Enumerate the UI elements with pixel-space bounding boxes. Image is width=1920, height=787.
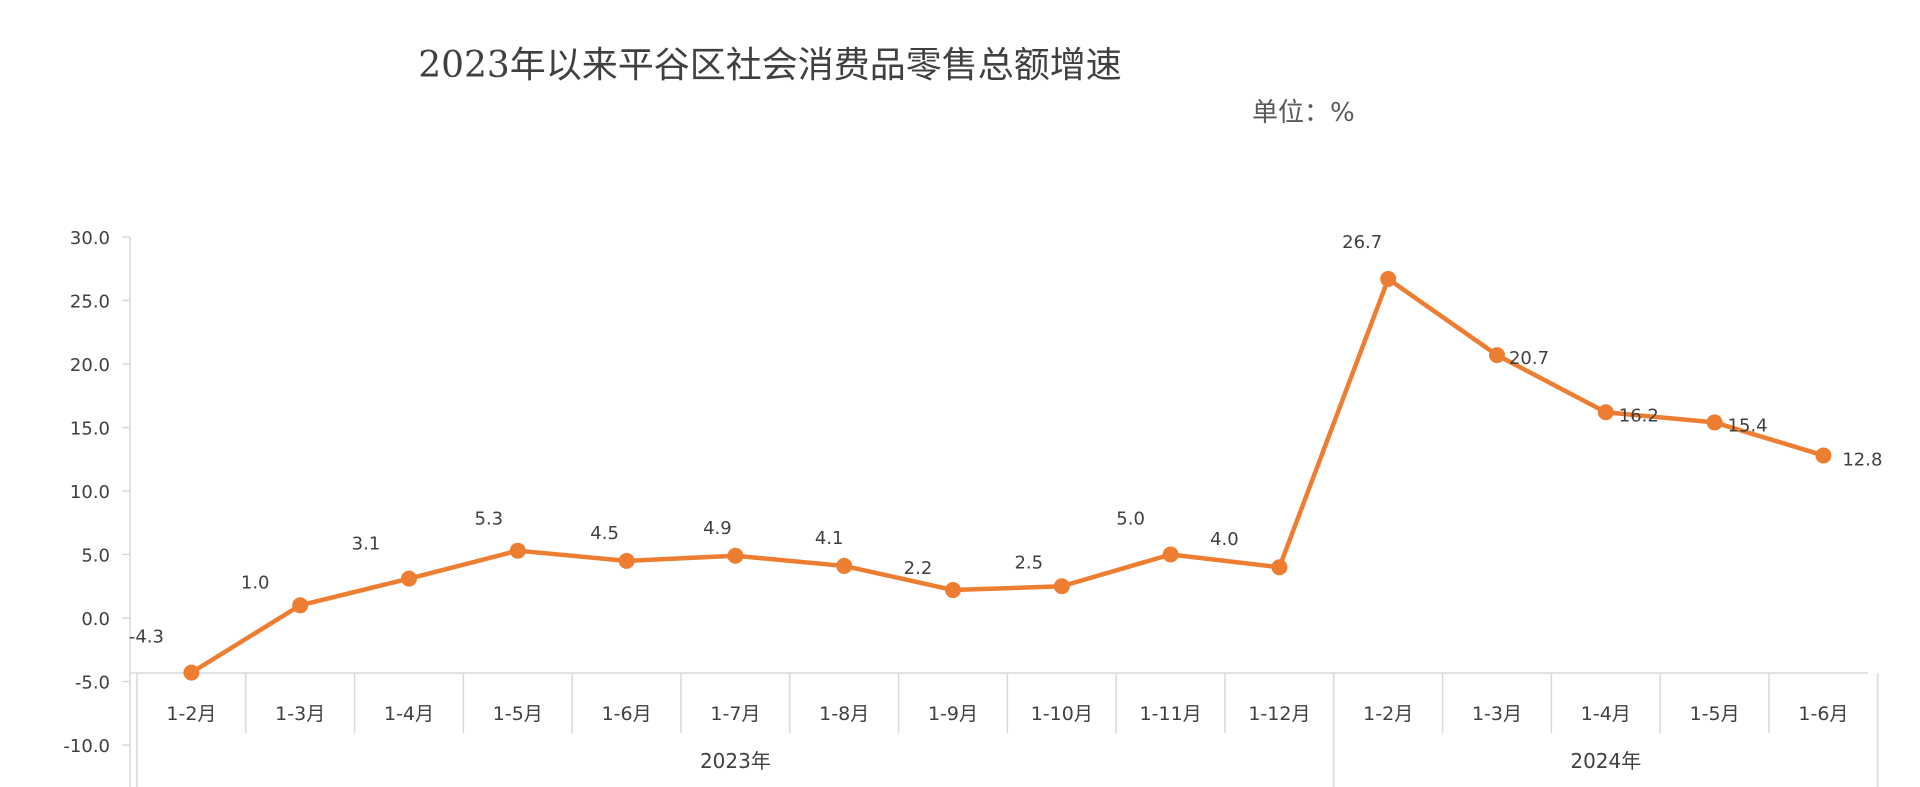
data-label: 20.7 [1509,348,1549,369]
category-label: 1-3月 [275,703,325,725]
data-point-marker [1053,578,1070,595]
y-tick-label: 5.0 [81,546,110,567]
data-point-marker [618,552,635,569]
data-point-marker [1380,270,1397,287]
category-label: 1-2月 [166,703,216,725]
category-label: 1-11月 [1140,703,1202,725]
y-tick-label: 20.0 [70,355,110,376]
data-label: 1.0 [241,572,270,593]
data-label: 2.5 [1014,552,1043,573]
y-tick-label: 10.0 [70,482,110,503]
data-label: 4.9 [703,518,732,539]
category-label: 1-5月 [1690,703,1740,725]
y-tick-label: 15.0 [70,419,110,440]
data-label: 4.5 [590,523,619,544]
data-point-marker [401,570,417,587]
category-label: 1-5月 [493,703,543,725]
unit-label: 单位：% [1252,98,1355,128]
data-point-marker [1706,414,1723,431]
data-label: 4.0 [1210,529,1239,550]
data-point-marker [1489,347,1505,364]
data-label: 12.8 [1842,449,1882,470]
data-point-marker [1162,546,1179,563]
category-label: 1-4月 [384,703,434,725]
data-point-marker [509,542,526,559]
data-label: 26.7 [1342,232,1382,253]
y-tick-label: 0.0 [81,609,110,630]
category-label: 1-2月 [1363,703,1413,725]
data-label: 4.1 [815,528,844,549]
series-line [189,276,1826,675]
category-label: 1-7月 [710,703,760,725]
y-tick-label: -10.0 [63,736,110,757]
year-group-label: 2023年 [700,749,771,773]
category-label: 1-9月 [928,703,978,725]
category-label: 1-6月 [602,703,652,725]
data-point-marker [1815,447,1832,464]
data-label: 2.2 [904,558,933,579]
data-label: 15.4 [1728,415,1768,436]
data-point-marker [727,547,744,564]
y-tick-label: 30.0 [70,228,110,249]
data-label: 16.2 [1619,405,1659,426]
data-label: 3.1 [352,534,381,555]
chart-title: 2023年以来平谷区社会消费品零售总额增速 [418,45,1122,86]
data-point-marker [1271,559,1288,576]
category-label: 1-4月 [1581,703,1631,725]
category-label: 1-8月 [819,703,869,725]
data-point-marker [183,664,200,681]
category-label: 1-6月 [1798,703,1848,725]
data-label: 5.0 [1116,509,1145,530]
data-label: -4.3 [129,627,164,648]
data-point-marker [836,557,853,574]
data-point-marker [945,582,961,599]
data-label: 5.3 [474,509,503,530]
category-label: 1-12月 [1248,703,1310,725]
data-point-marker [292,597,309,614]
category-label: 1-10月 [1031,703,1093,725]
y-tick-label: -5.0 [75,673,110,694]
y-tick-label: 25.0 [70,292,110,313]
year-group-label: 2024年 [1570,749,1641,773]
category-label: 1-3月 [1472,703,1522,725]
data-point-marker [1597,404,1614,421]
